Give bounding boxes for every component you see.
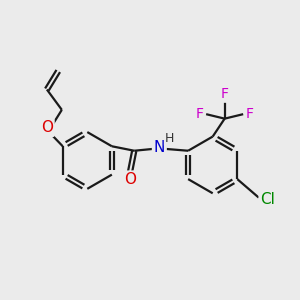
Text: Cl: Cl [260,192,275,207]
Text: O: O [124,172,136,187]
Text: H: H [164,132,174,145]
Text: F: F [246,107,254,121]
Text: F: F [221,87,229,101]
Text: O: O [41,120,53,135]
Text: N: N [154,140,165,155]
Text: F: F [196,107,204,121]
